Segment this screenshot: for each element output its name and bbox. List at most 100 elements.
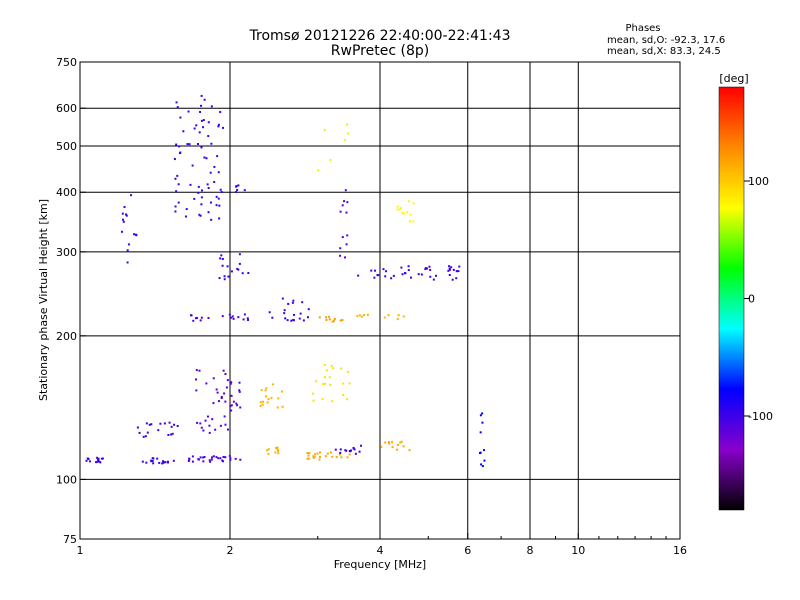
echo-point — [220, 396, 223, 399]
echo-point — [241, 272, 244, 275]
echo-point — [321, 397, 324, 400]
echo-point — [159, 422, 162, 425]
echo-point — [217, 171, 220, 174]
echo-point — [195, 389, 198, 392]
echo-point — [135, 234, 138, 237]
echo-point — [409, 213, 412, 216]
echo-point — [197, 142, 200, 145]
echo-point — [262, 400, 265, 403]
echo-point — [417, 273, 420, 276]
echo-point — [228, 454, 231, 457]
x-tick-label: 6 — [464, 544, 471, 557]
echo-point — [306, 457, 309, 460]
echo-point — [220, 395, 223, 398]
y-tick-label: 750 — [56, 56, 77, 69]
echo-point — [222, 455, 225, 458]
echo-point — [208, 424, 211, 427]
echo-point — [191, 455, 194, 458]
echo-point — [318, 316, 321, 319]
echo-point — [292, 299, 295, 302]
echo-point — [246, 317, 249, 320]
colorbar-tick-label: 100 — [748, 175, 769, 188]
echo-point — [223, 278, 226, 281]
echo-point — [212, 402, 215, 405]
echo-point — [399, 441, 402, 444]
echo-point — [298, 317, 301, 320]
echo-point — [346, 370, 349, 373]
echo-point — [197, 185, 200, 188]
echo-point — [343, 200, 346, 203]
echo-point — [145, 461, 148, 464]
y-tick-label: 600 — [56, 102, 77, 115]
x-tick-label: 1 — [77, 544, 84, 557]
colorbar-ticks: 100 0 -100 — [744, 175, 773, 423]
echo-point — [211, 418, 214, 421]
echo-point — [346, 456, 349, 459]
echo-point — [247, 319, 250, 322]
echo-point — [211, 456, 214, 459]
echo-point — [274, 451, 277, 454]
echo-point — [158, 461, 161, 464]
echo-point — [348, 382, 351, 385]
echo-point — [235, 402, 238, 405]
echo-point — [222, 369, 225, 372]
echo-point — [406, 211, 409, 214]
echo-point — [85, 459, 88, 462]
echo-point — [339, 254, 342, 257]
echo-point — [272, 383, 275, 386]
colorbar-tick-label: 0 — [748, 293, 755, 306]
echo-point — [236, 404, 239, 407]
echo-point — [401, 212, 404, 215]
echo-point — [481, 465, 484, 468]
echo-point — [387, 314, 390, 317]
echo-point — [238, 253, 241, 256]
echo-point — [331, 400, 334, 403]
echo-point — [322, 383, 325, 386]
echo-point — [479, 431, 482, 434]
echo-point — [284, 317, 287, 320]
echo-point — [208, 459, 211, 462]
echo-point — [210, 142, 213, 145]
echo-point — [335, 456, 338, 459]
echo-point — [398, 208, 401, 211]
echo-point — [187, 460, 190, 463]
echo-point — [455, 277, 458, 280]
echo-point — [328, 376, 331, 379]
echo-point — [392, 274, 395, 277]
echo-point — [374, 269, 377, 272]
echo-point — [146, 431, 149, 434]
echo-point — [366, 313, 369, 316]
echo-point — [145, 422, 148, 425]
echo-point — [345, 243, 348, 246]
echo-point — [339, 319, 342, 322]
echo-point — [232, 317, 235, 320]
echo-point — [318, 455, 321, 458]
echo-point — [324, 382, 327, 385]
echo-point — [207, 211, 210, 214]
echo-point — [420, 273, 423, 276]
echo-point — [150, 423, 153, 426]
echo-point — [226, 379, 229, 382]
echo-point — [219, 457, 222, 460]
echo-point — [448, 265, 451, 268]
echo-point — [168, 421, 171, 424]
echo-point — [176, 425, 179, 428]
echo-point — [402, 445, 405, 448]
echo-point — [177, 201, 180, 204]
echo-point — [88, 460, 91, 463]
echo-point — [176, 106, 179, 109]
echo-point — [243, 313, 246, 316]
echo-point — [133, 233, 136, 236]
echo-point — [199, 456, 202, 459]
echo-point — [312, 399, 315, 402]
echo-point — [400, 266, 403, 269]
echo-point — [283, 312, 286, 315]
echo-point — [238, 381, 241, 384]
echo-point — [229, 457, 232, 460]
echo-point — [228, 313, 231, 316]
echo-point — [455, 270, 458, 273]
echo-point — [187, 110, 190, 113]
echo-point — [429, 275, 432, 278]
echo-point — [277, 452, 280, 455]
echo-point — [127, 243, 130, 246]
